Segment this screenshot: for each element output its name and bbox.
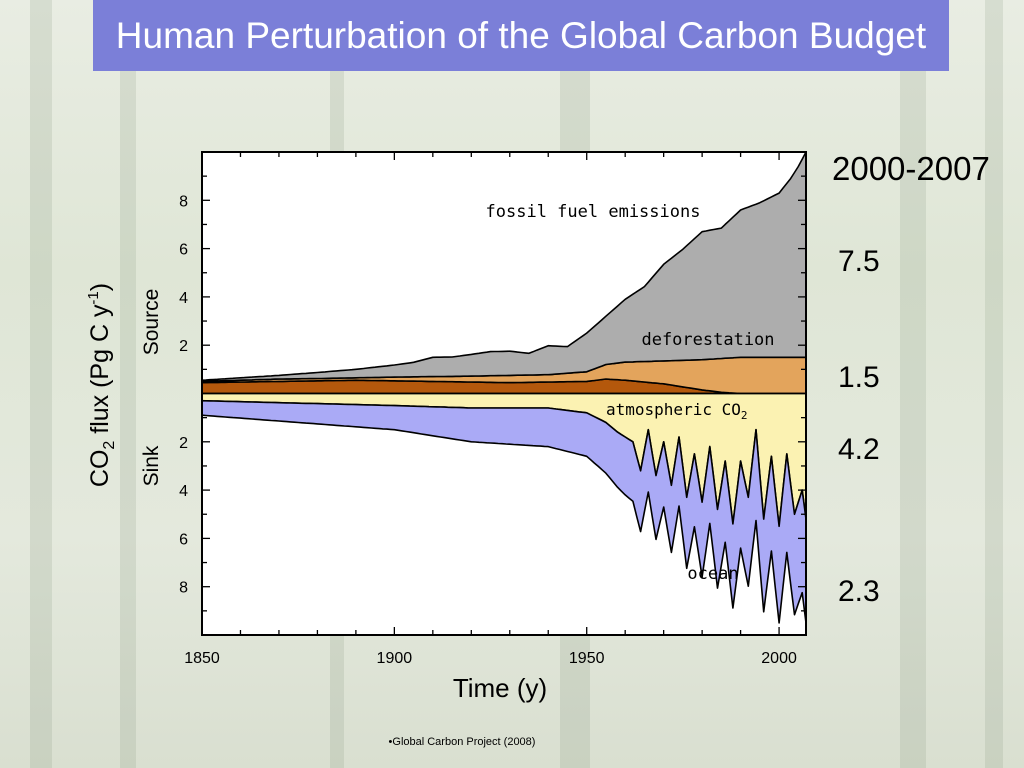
x-tick-label: 1950 bbox=[569, 650, 605, 667]
period-heading: 2000-2007 bbox=[832, 150, 990, 187]
y-tick-label: 6 bbox=[179, 531, 188, 548]
background-tree-trunk bbox=[900, 0, 926, 768]
ocean-annotation: ocean bbox=[687, 564, 738, 584]
y-tick-label: 8 bbox=[179, 580, 188, 597]
plot-frame bbox=[201, 151, 807, 636]
background-tree-trunk bbox=[120, 0, 136, 768]
y-tick-label: 4 bbox=[179, 290, 188, 307]
x-tick-label: 2000 bbox=[761, 650, 797, 667]
background-tree-trunk bbox=[30, 0, 52, 768]
source-label: Source bbox=[140, 289, 163, 356]
sink-label: Sink bbox=[140, 445, 163, 486]
deforestation-annotation: deforestation bbox=[641, 330, 774, 350]
fossil-value: 7.5 bbox=[838, 245, 880, 278]
y-tick-label: 2 bbox=[179, 338, 188, 355]
slide-title: Human Perturbation of the Global Carbon … bbox=[93, 0, 949, 71]
y-tick-label: 4 bbox=[179, 483, 188, 500]
x-tick-label: 1900 bbox=[377, 650, 413, 667]
y-axis-label: CO2 flux (Pg C y-1) bbox=[85, 283, 118, 487]
background-tree-trunk bbox=[985, 0, 1003, 768]
x-axis-label: Time (y) bbox=[453, 673, 547, 703]
y-tick-label: 8 bbox=[179, 193, 188, 210]
y-tick-label: 2 bbox=[179, 435, 188, 452]
ocean-value: 2.3 bbox=[838, 575, 880, 608]
deforestation-value: 1.5 bbox=[838, 361, 880, 394]
atmospheric-annotation: atmospheric CO2 bbox=[606, 400, 747, 422]
source-citation: •Global Carbon Project (2008) bbox=[388, 736, 536, 748]
y-tick-label: 6 bbox=[179, 242, 188, 259]
x-tick-label: 1850 bbox=[184, 650, 220, 667]
atmospheric-value: 4.2 bbox=[838, 433, 880, 466]
fossil-annotation: fossil fuel emissions bbox=[486, 202, 701, 222]
